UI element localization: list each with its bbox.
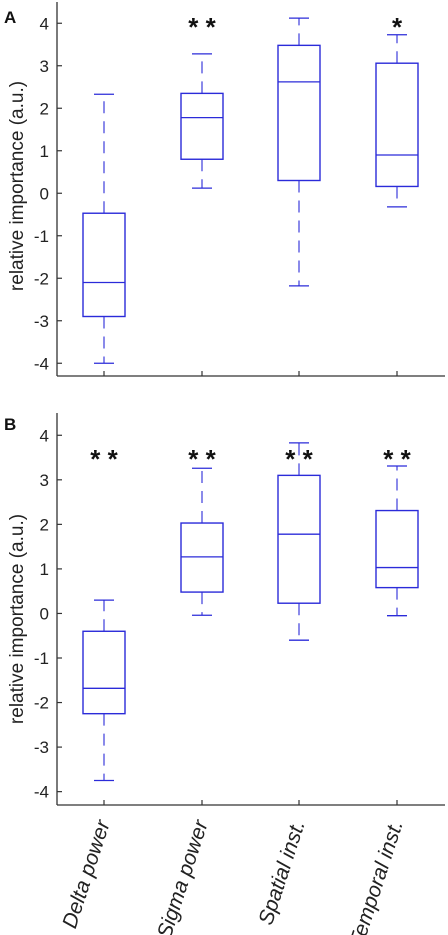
box-3: * *	[375, 444, 419, 617]
box-1: * *	[180, 12, 224, 189]
significance-marker: * *	[285, 444, 313, 474]
significance-marker: * *	[90, 444, 118, 474]
y-tick-label: 4	[40, 426, 49, 445]
iqr-box	[82, 212, 126, 318]
significance-marker: * *	[383, 444, 411, 474]
y-tick-label: -4	[34, 783, 49, 802]
panel-a-letter: A	[4, 8, 16, 27]
y-tick-label: -3	[34, 312, 49, 331]
y-tick-label: 0	[40, 604, 49, 623]
iqr-box	[375, 509, 419, 589]
category-label: Spatial inst.	[254, 817, 309, 927]
y-tick-label: -1	[34, 227, 49, 246]
box-2	[277, 17, 321, 287]
category-label: Delta power	[58, 816, 115, 931]
significance-marker: * *	[188, 444, 216, 474]
iqr-box	[82, 630, 126, 715]
panel-a-ylabel: relative importance (a.u.)	[7, 81, 28, 291]
iqr-box	[277, 474, 321, 604]
iqr-box	[277, 44, 321, 182]
y-tick-label: 0	[40, 184, 49, 203]
box-0: * *	[82, 444, 126, 782]
panel-b-ylabel: relative importance (a.u.)	[7, 514, 28, 724]
panel-b-letter: B	[4, 415, 16, 434]
y-tick-label: 1	[40, 142, 49, 161]
y-tick-label: 2	[40, 515, 49, 534]
box-0	[82, 93, 126, 364]
significance-marker: *	[392, 12, 403, 42]
y-tick-label: 4	[40, 14, 49, 33]
y-tick-label: 1	[40, 560, 49, 579]
category-label: Sigma power	[153, 816, 213, 935]
y-tick-label: -2	[34, 694, 49, 713]
y-tick-label: 3	[40, 57, 49, 76]
iqr-box	[180, 522, 224, 593]
iqr-box	[375, 62, 419, 188]
category-label: Temporal inst.	[345, 817, 407, 935]
y-tick-label: 2	[40, 99, 49, 118]
significance-marker: * *	[188, 12, 216, 42]
y-tick-label: -1	[34, 649, 49, 668]
panel-a: A relative importance (a.u.) -4 -3 -2 -1 0 1 2…	[4, 2, 445, 377]
y-tick-label: -2	[34, 269, 49, 288]
category-labels: Delta power Sigma power Spatial inst. Tempo…	[58, 816, 408, 935]
box-2: * *	[277, 442, 321, 641]
box-3: *	[375, 12, 419, 208]
box-1: * *	[180, 444, 224, 616]
y-tick-label: -4	[34, 354, 49, 373]
y-tick-label: 3	[40, 471, 49, 490]
iqr-box	[180, 92, 224, 160]
panel-b: B relative importance (a.u.) -4 -3 -2 -1 0 1 2…	[4, 413, 445, 806]
y-tick-label: -3	[34, 738, 49, 757]
